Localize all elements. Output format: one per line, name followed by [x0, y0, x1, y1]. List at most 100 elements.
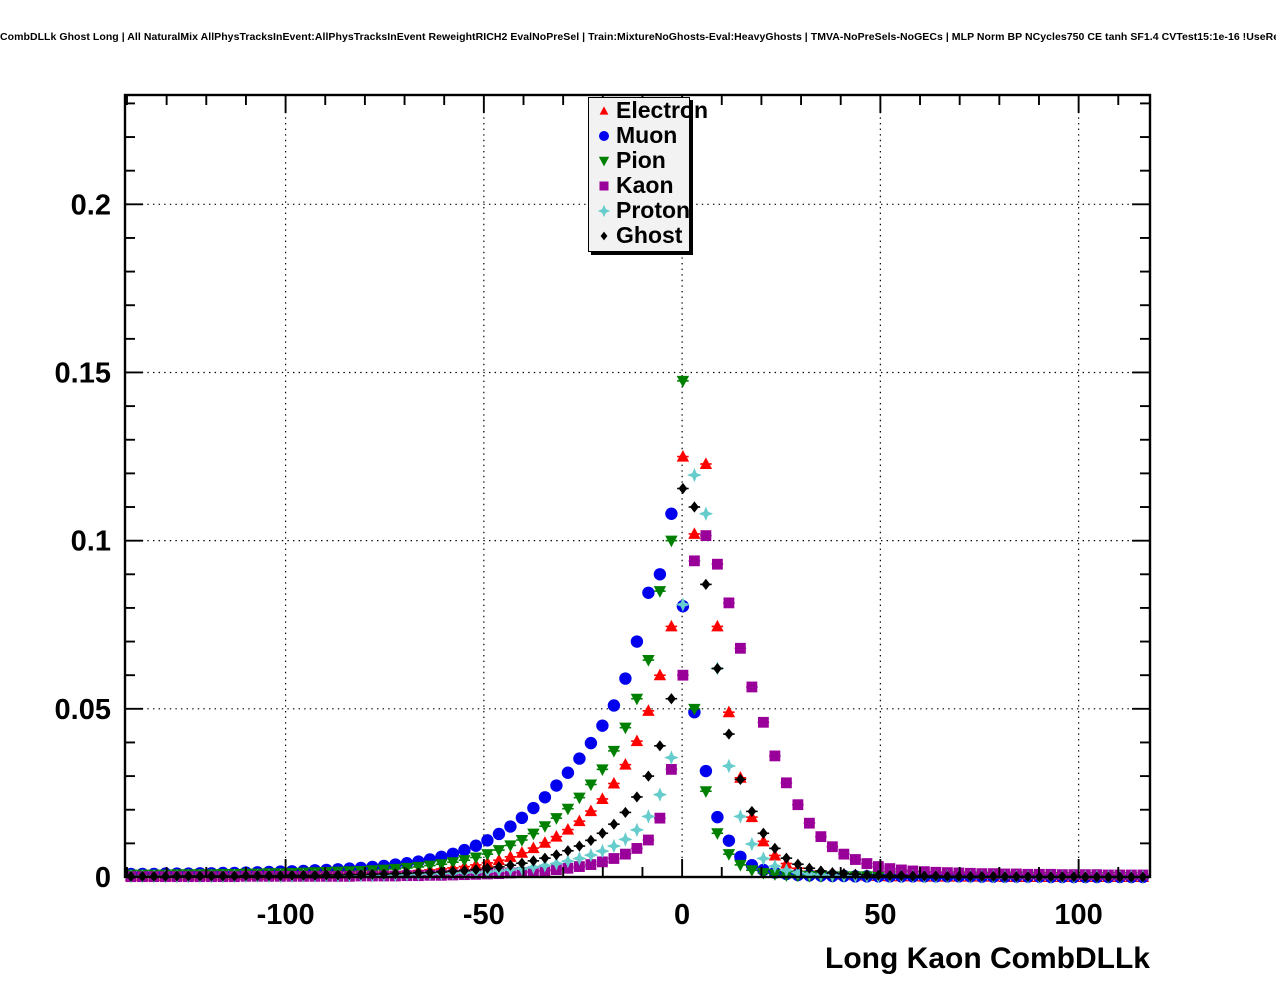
data-point-marker: [538, 836, 552, 848]
data-point-marker: [621, 806, 630, 819]
data-point-marker: [504, 840, 517, 852]
legend-entry-proton[interactable]: Proton: [589, 198, 690, 223]
data-point-marker: [276, 870, 285, 882]
data-point-marker: [721, 758, 737, 774]
data-point-marker: [630, 734, 644, 747]
data-point-marker: [665, 507, 678, 520]
data-point-marker: [690, 501, 699, 513]
data-point-marker: [790, 865, 806, 880]
legend-entry-label: Kaon: [616, 172, 674, 198]
data-point-marker: [596, 719, 609, 732]
data-point-marker: [722, 834, 736, 847]
legend-entry-electron[interactable]: Electron: [589, 98, 708, 123]
data-point-marker: [768, 848, 782, 861]
data-point-marker: [563, 845, 573, 857]
data-point-marker: [527, 801, 540, 815]
data-point-marker: [768, 869, 782, 881]
data-point-marker: [872, 861, 884, 872]
y-axis-tick-label: 0.15: [55, 357, 111, 389]
data-point-marker: [538, 821, 552, 833]
data-point-marker: [607, 745, 621, 758]
data-point-marker: [322, 869, 331, 881]
data-point-marker: [584, 804, 598, 817]
data-point-marker: [711, 828, 724, 840]
data-point-marker: [527, 828, 540, 841]
data-point-marker: [446, 857, 460, 869]
triangle-up-icon: [593, 100, 615, 122]
data-point-marker: [664, 750, 679, 765]
data-point-marker: [333, 869, 343, 881]
legend-marker-shape: [599, 181, 609, 190]
data-point-marker: [573, 814, 586, 827]
x-axis-tick-label: 50: [864, 899, 896, 931]
data-point-marker: [595, 843, 610, 859]
data-point-marker: [619, 758, 632, 770]
data-point-marker: [700, 530, 712, 542]
data-point-marker: [756, 851, 771, 866]
data-point-marker: [767, 859, 783, 874]
data-point-marker: [896, 870, 906, 882]
legend-entry-pion[interactable]: Pion: [589, 148, 689, 173]
data-point-marker: [549, 856, 564, 871]
data-point-marker: [826, 841, 838, 853]
data-point-marker: [606, 838, 622, 854]
data-point-marker: [619, 722, 632, 735]
legend-entry-ghost[interactable]: Ghost: [589, 223, 689, 248]
data-point-marker: [253, 870, 262, 882]
data-point-marker: [699, 457, 713, 469]
y-axis-tick-label: 0.1: [71, 526, 111, 558]
data-point-marker: [607, 699, 621, 712]
data-point-marker: [575, 840, 584, 852]
data-point-marker: [540, 852, 550, 864]
data-point-marker: [734, 859, 747, 872]
data-point-marker: [506, 859, 515, 871]
data-point-marker: [838, 848, 850, 860]
data-point-marker: [425, 867, 435, 879]
data-point-marker: [630, 635, 644, 648]
data-point-marker: [492, 853, 506, 866]
data-point-marker: [620, 848, 631, 860]
data-point-marker: [676, 449, 690, 462]
data-point-marker: [849, 854, 861, 865]
data-point-marker: [632, 791, 642, 803]
data-point-marker: [722, 705, 736, 718]
data-point-marker: [515, 835, 529, 847]
data-point-marker: [596, 792, 609, 804]
legend-marker-shape: [598, 156, 610, 166]
legend-entry-muon[interactable]: Muon: [589, 123, 689, 148]
y-axis-tick-label: 0.2: [71, 189, 111, 221]
data-point-marker: [667, 693, 676, 705]
data-point-marker: [492, 827, 506, 841]
data-point-marker: [733, 809, 748, 824]
plot-title: CombDLLk Ghost Long | All NaturalMix All…: [0, 31, 1276, 43]
x-axis-tick-label: 100: [1054, 899, 1102, 931]
legend-entry-kaon[interactable]: Kaon: [589, 173, 689, 198]
data-point-marker: [618, 832, 633, 847]
data-point-marker: [550, 830, 563, 842]
data-point-marker: [526, 860, 541, 875]
data-point-marker: [560, 853, 576, 869]
data-point-marker: [677, 669, 689, 681]
data-point-marker: [712, 662, 722, 675]
data-point-marker: [711, 558, 723, 570]
data-point-marker: [642, 704, 655, 716]
data-point-marker: [561, 803, 575, 816]
data-point-marker: [654, 812, 666, 824]
data-point-marker: [839, 868, 849, 880]
x-axis-tick-label: -50: [463, 899, 505, 931]
data-point-marker: [722, 849, 736, 861]
data-point-marker: [644, 770, 653, 782]
data-point-marker: [515, 811, 529, 825]
data-point-marker: [471, 864, 481, 876]
data-point-marker: [608, 853, 620, 864]
data-point-marker: [458, 855, 471, 867]
data-point-marker: [448, 865, 458, 877]
series-ghost: [125, 482, 1149, 883]
data-point-marker: [494, 861, 504, 873]
plot-frame: [123, 93, 1152, 879]
data-point-marker: [770, 842, 780, 855]
x-axis-label: Long Kaon CombDLLk: [825, 942, 1150, 975]
y-axis-tick-label: 0: [95, 862, 111, 894]
data-point-marker: [746, 681, 758, 693]
